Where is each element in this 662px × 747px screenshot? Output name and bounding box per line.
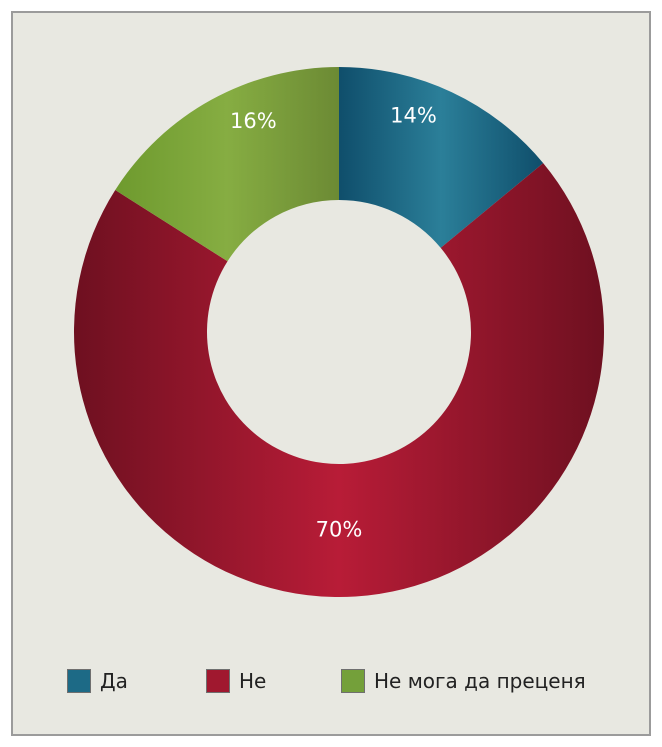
legend-item-da: Да: [67, 666, 128, 696]
legend-item-ne: Не: [206, 666, 266, 696]
legend-item-ne-moga: Не мога да преценя: [341, 666, 586, 696]
donut-slice-0: [339, 67, 544, 248]
donut-slice-1: [74, 163, 605, 597]
legend-label-ne-moga: Не мога да преценя: [374, 669, 586, 693]
donut-slice-2: [115, 67, 339, 262]
donut-slices: [74, 67, 605, 597]
legend-label-da: Да: [100, 669, 128, 693]
donut-value-label-1: 70%: [316, 518, 363, 542]
legend-label-ne: Не: [239, 669, 267, 693]
legend-swatch-da: [67, 669, 91, 693]
donut-value-label-0: 14%: [390, 103, 437, 127]
donut-value-label-2: 16%: [230, 109, 277, 133]
legend-swatch-ne: [206, 669, 230, 693]
donut-value-labels: 14% 70% 16%: [230, 103, 437, 541]
legend-swatch-ne-moga: [341, 669, 365, 693]
